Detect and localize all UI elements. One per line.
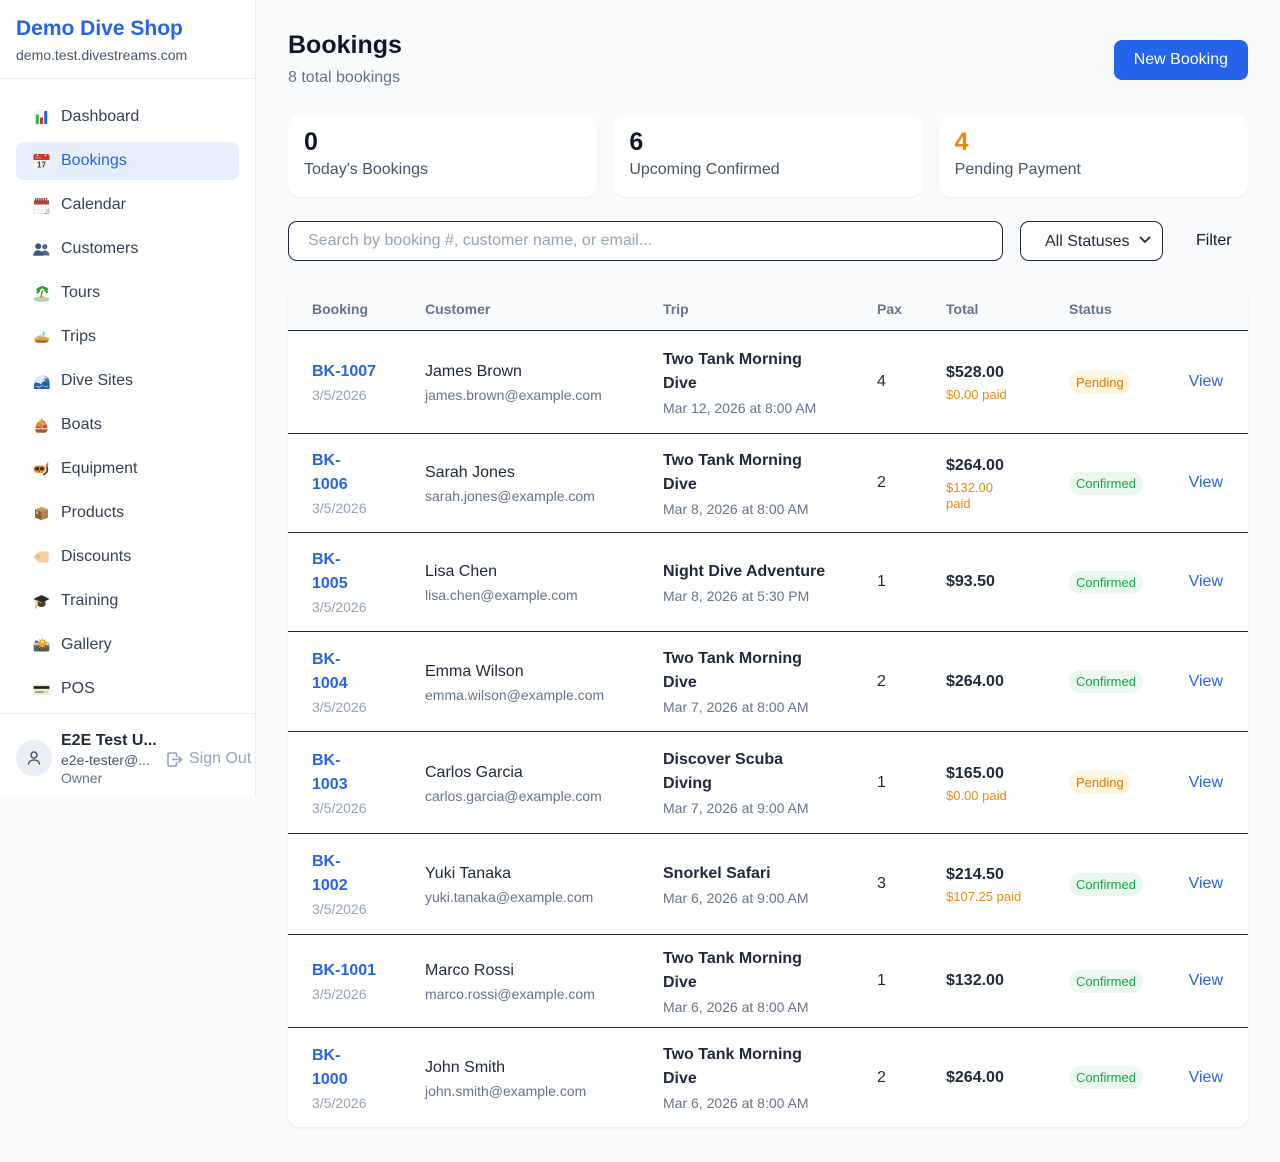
svg-text:17: 17 <box>37 160 46 169</box>
